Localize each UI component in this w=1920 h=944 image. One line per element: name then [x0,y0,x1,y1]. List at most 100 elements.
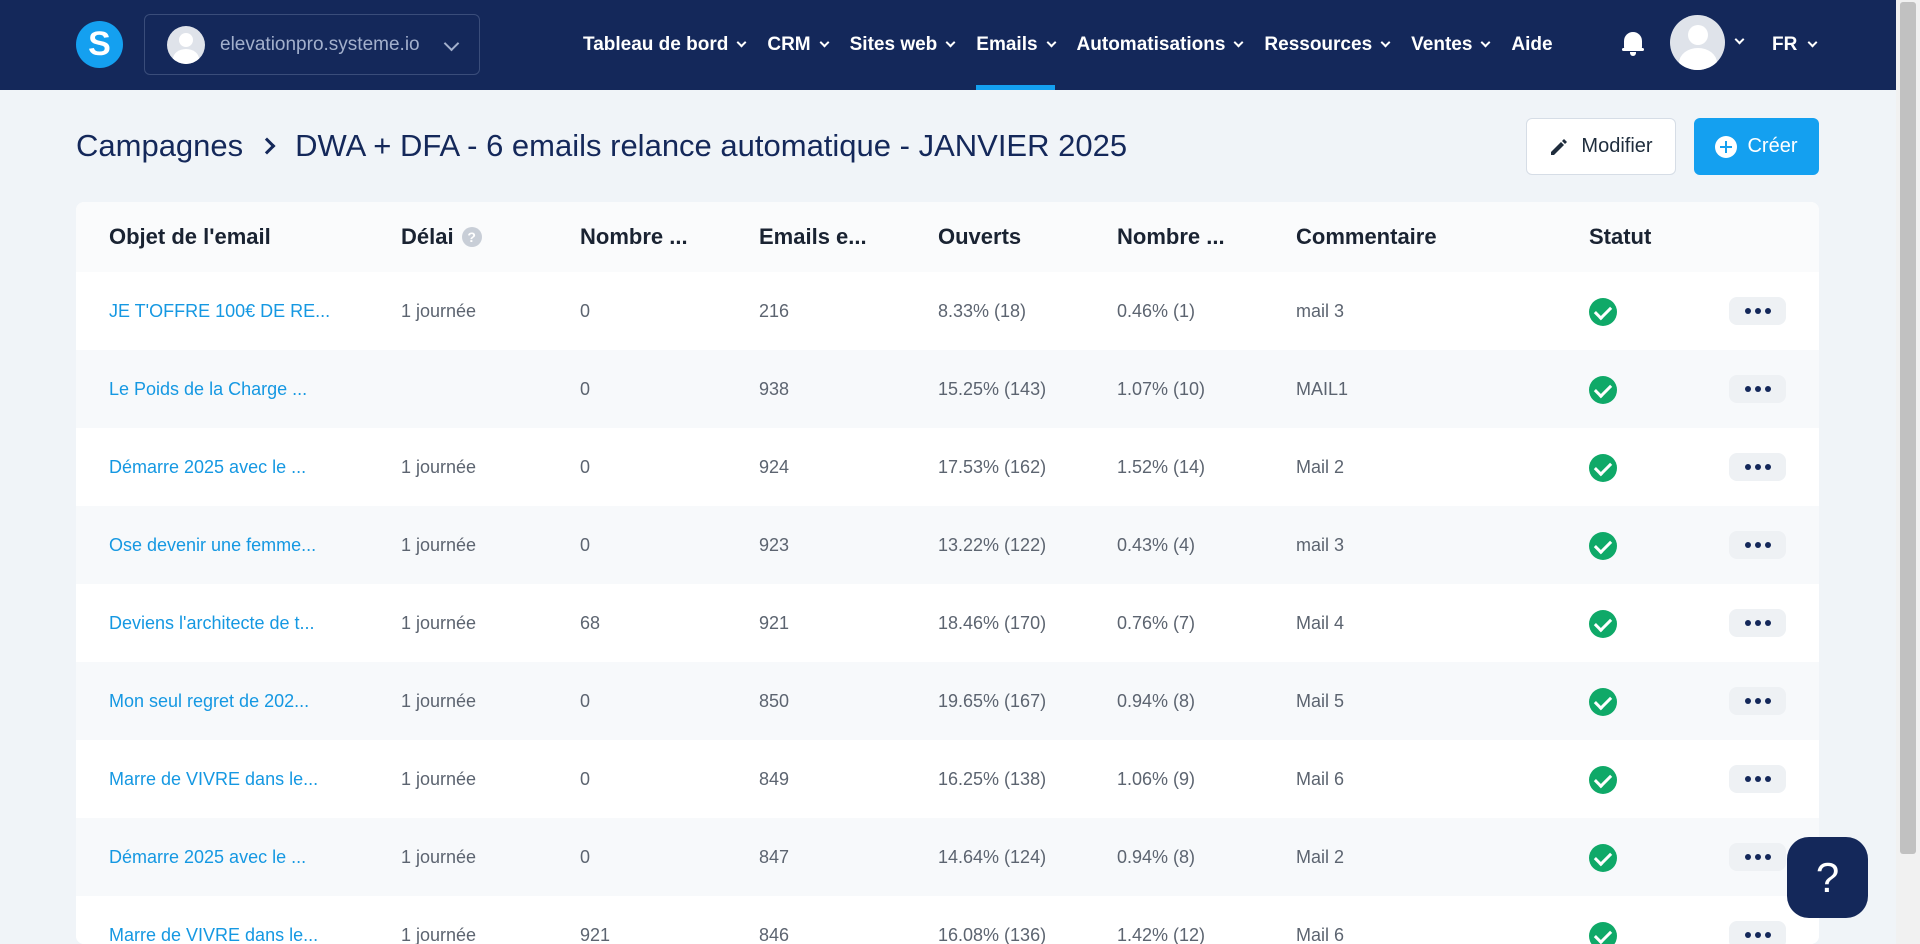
row-more-actions-button[interactable] [1729,531,1786,559]
cell-subject[interactable]: Mon seul regret de 202... [109,690,310,711]
status-check-icon [1589,844,1617,872]
cell-delay: 1 journée [401,768,477,789]
dot-icon [1754,932,1761,938]
cell-clicks: 1.06% (9) [1117,768,1196,789]
dot-icon [1744,620,1751,626]
systeme-logo[interactable]: S [76,21,123,68]
nav-item-tableau-de-bord[interactable]: Tableau de bord [583,0,747,90]
cell-subject[interactable]: Démarre 2025 avec le ... [109,456,307,477]
scrollbar-thumb[interactable] [1900,2,1916,854]
cell-subject[interactable]: JE T'OFFRE 100€ DE RE... [109,300,331,321]
nav-item-sites-web[interactable]: Sites web [849,0,956,90]
dot-icon [1764,776,1771,782]
column-header-count[interactable]: Nombre ... [580,224,688,249]
pencil-icon [1551,138,1568,155]
column-header-opened[interactable]: Ouverts [938,224,1022,249]
row-more-actions-button[interactable] [1729,297,1786,325]
cell-clicks: 0.76% (7) [1117,612,1196,633]
row-more-actions-button[interactable] [1729,609,1786,637]
dot-icon [1764,932,1771,938]
column-header-comment[interactable]: Commentaire [1296,224,1437,249]
cell-subject[interactable]: Marre de VIVRE dans le... [109,768,319,789]
cell-sent: 216 [759,300,790,321]
page-scrollbar[interactable] [1896,0,1920,944]
user-avatar[interactable] [1670,15,1725,70]
nav-item-label: Sites web [849,34,938,55]
create-button[interactable]: Créer [1694,118,1819,175]
language-selector[interactable]: FR [1772,0,1818,90]
dot-icon [1754,854,1761,860]
row-more-actions-button[interactable] [1729,765,1786,793]
nav-item-label: Ventes [1411,34,1473,55]
modify-label: Modifier [1581,135,1653,157]
row-more-actions-button[interactable] [1729,843,1786,871]
chevron-down-icon [945,37,956,48]
notifications-bell-icon[interactable] [1622,30,1644,56]
row-more-actions-button[interactable] [1729,687,1786,715]
breadcrumb: Campagnes DWA + DFA - 6 emails relance a… [76,128,1127,164]
cell-count: 921 [580,924,611,944]
workspace-selector[interactable]: elevationpro.systeme.io [144,14,480,75]
nav-item-emails[interactable]: Emails [976,0,1056,90]
cell-sent: 921 [759,612,790,633]
row-more-actions-button[interactable] [1729,453,1786,481]
modify-button[interactable]: Modifier [1526,118,1676,175]
status-check-icon [1589,298,1617,326]
dot-icon [1754,386,1761,392]
cell-clicks: 0.43% (4) [1117,534,1196,555]
cell-subject[interactable]: Deviens l'architecte de t... [109,612,315,633]
cell-comment: Mail 6 [1296,924,1345,944]
workspace-name: elevationpro.systeme.io [220,33,420,55]
status-check-icon [1589,688,1617,716]
column-header-subject[interactable]: Objet de l'email [109,224,271,249]
dot-icon [1764,464,1771,470]
chevron-down-icon [819,37,830,48]
cell-subject[interactable]: Marre de VIVRE dans le... [109,924,319,944]
nav-item-crm[interactable]: CRM [767,0,830,90]
nav-item-ressources[interactable]: Ressources [1264,0,1391,90]
top-navigation-bar: S elevationpro.systeme.io Tableau de bor… [0,0,1896,90]
cell-count: 0 [580,846,591,867]
chevron-down-icon [1233,37,1244,48]
cell-delay: 1 journée [401,612,477,633]
dot-icon [1754,620,1761,626]
dot-icon [1754,542,1761,548]
dot-icon [1754,698,1761,704]
nav-item-aide[interactable]: Aide [1511,0,1552,90]
dot-icon [1744,932,1751,938]
cell-comment: mail 3 [1296,534,1345,555]
status-check-icon [1589,766,1617,794]
status-check-icon [1589,532,1617,560]
create-label: Créer [1747,135,1798,157]
cell-opened: 8.33% (18) [938,300,1027,321]
dot-icon [1744,386,1751,392]
nav-item-automatisations[interactable]: Automatisations [1077,0,1244,90]
cell-subject[interactable]: Le Poids de la Charge ... [109,378,308,399]
cell-opened: 13.22% (122) [938,534,1047,555]
column-header-delay[interactable]: Délai ? [401,202,482,272]
support-help-button[interactable]: ? [1787,837,1868,918]
column-header-status[interactable]: Statut [1589,224,1652,249]
nav-item-ventes[interactable]: Ventes [1411,0,1491,90]
table-row: Deviens l'architecte de t... 1 journée 68 9… [76,584,1819,662]
user-menu-chevron-icon[interactable] [1734,34,1745,45]
breadcrumb-campaigns-link[interactable]: Campagnes [76,128,244,163]
cell-count: 0 [580,378,591,399]
column-header-clicks[interactable]: Nombre ... [1117,224,1225,249]
cell-sent: 938 [759,378,790,399]
dot-icon [1764,308,1771,314]
column-header-sent[interactable]: Emails e... [759,224,867,249]
table-row: Ose devenir une femme... 1 journée 0 923 13.… [76,506,1819,584]
row-more-actions-button[interactable] [1729,375,1786,403]
language-label: FR [1772,34,1798,55]
cell-subject[interactable]: Ose devenir une femme... [109,534,317,555]
status-check-icon [1589,376,1617,404]
cell-subject[interactable]: Démarre 2025 avec le ... [109,846,307,867]
cell-clicks: 0.94% (8) [1117,690,1196,711]
page-title: DWA + DFA - 6 emails relance automatique… [295,128,1128,163]
cell-sent: 847 [759,846,790,867]
row-more-actions-button[interactable] [1729,921,1786,944]
help-icon[interactable]: ? [461,227,482,247]
column-header-delay-label: Délai [401,224,454,249]
emails-table: Objet de l'email Délai ? Nombre ... Emai… [76,202,1819,944]
